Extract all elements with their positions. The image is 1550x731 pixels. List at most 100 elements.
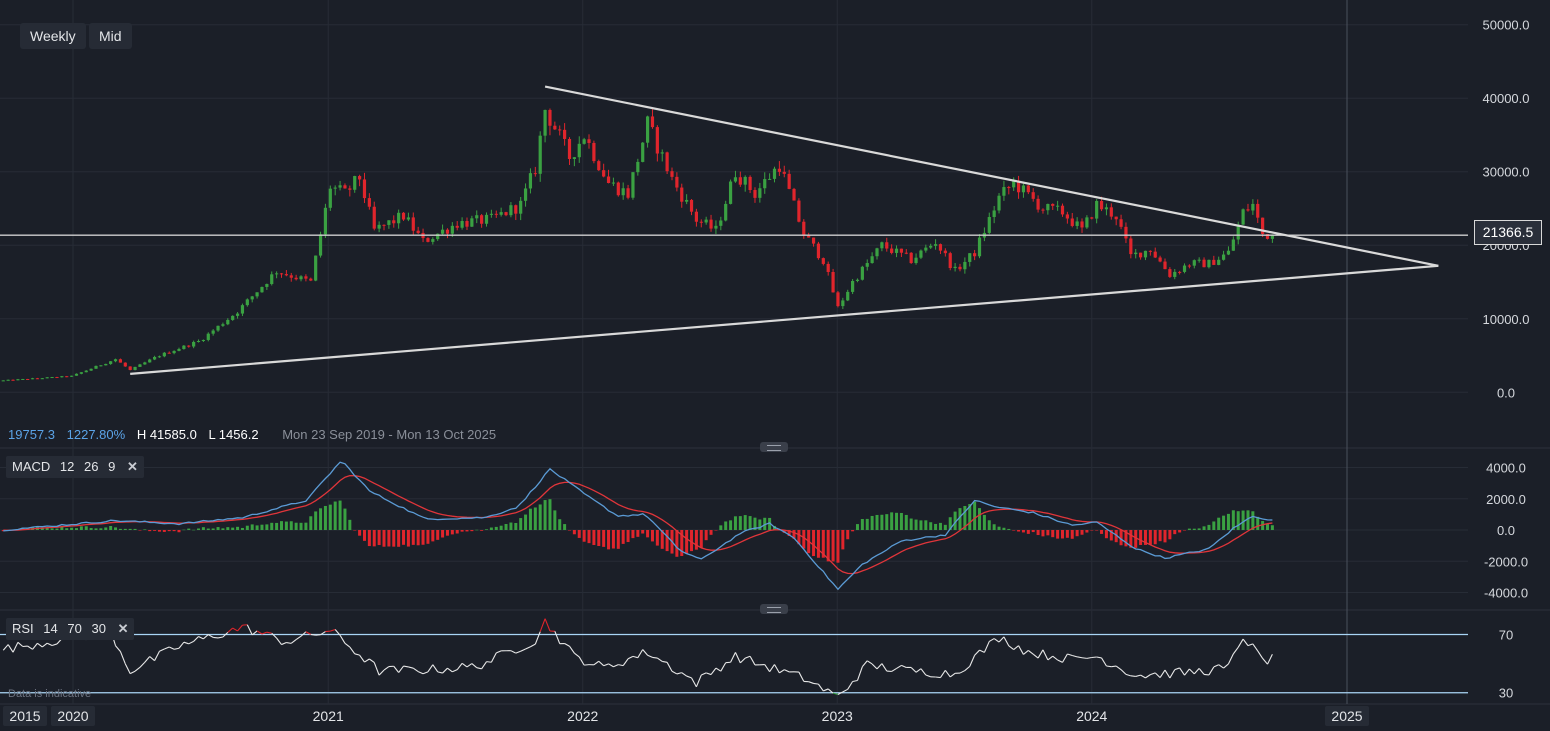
- rsi-segment: [749, 655, 756, 666]
- rsi-segment: [569, 645, 575, 654]
- price-type-button[interactable]: Mid: [89, 23, 132, 49]
- candle-body: [1202, 259, 1206, 268]
- macd-histogram-bar: [528, 508, 532, 530]
- rsi-segment: [1008, 645, 1015, 651]
- rsi-segment: [1247, 643, 1254, 647]
- rsi-close-icon[interactable]: ✕: [117, 621, 129, 636]
- candle-body: [997, 195, 1001, 211]
- candle-body: [1041, 209, 1045, 211]
- macd-histogram-bar: [123, 528, 127, 530]
- macd-histogram-bar: [299, 522, 303, 530]
- rsi-segment: [486, 661, 492, 663]
- macd-histogram-bar: [431, 530, 435, 542]
- rsi-label[interactable]: RSI 14 70 30 ✕: [6, 618, 135, 640]
- macd-histogram-bar: [1246, 510, 1250, 530]
- rsi-segment: [891, 667, 897, 672]
- candle-body: [255, 292, 259, 297]
- candle-body: [431, 239, 435, 242]
- candle-body: [1241, 209, 1245, 225]
- macd-histogram-bar: [206, 528, 210, 530]
- interval-button[interactable]: Weekly: [20, 23, 86, 49]
- candle-body: [45, 377, 49, 379]
- macd-histogram-bar: [753, 517, 757, 530]
- macd-histogram-bar: [860, 519, 864, 530]
- macd-close-icon[interactable]: ✕: [126, 459, 138, 474]
- x-tick-label: 2024: [1076, 708, 1107, 724]
- candle-body: [1197, 259, 1201, 261]
- x-tick-label: 2021: [313, 708, 344, 724]
- macd-histogram-bar: [685, 530, 689, 554]
- rsi-segment: [896, 664, 902, 669]
- macd-histogram-bar: [812, 530, 816, 557]
- rsi-segment: [920, 668, 927, 676]
- macd-histogram-bar: [494, 526, 498, 530]
- candle-body: [211, 330, 215, 334]
- macd-histogram-bar: [953, 511, 957, 530]
- candle-body: [1138, 252, 1143, 258]
- rsi-segment: [613, 664, 619, 668]
- macd-histogram-bar: [1036, 530, 1040, 536]
- macd-histogram-bar: [1266, 523, 1270, 530]
- macd-histogram-bar: [382, 530, 386, 547]
- candle-body: [1261, 217, 1265, 235]
- rsi-segment: [940, 669, 946, 678]
- macd-histogram-bar: [1065, 530, 1069, 538]
- rsi-segment: [408, 666, 414, 669]
- macd-histogram-bar: [143, 529, 147, 530]
- macd-histogram-bar: [865, 518, 869, 530]
- candle-body: [328, 188, 332, 208]
- rsi-segment: [300, 631, 307, 637]
- candle-body: [1148, 250, 1152, 252]
- pane-resize-handle-1[interactable]: [760, 442, 788, 452]
- candle-body: [821, 258, 825, 264]
- rsi-segment: [198, 635, 204, 640]
- rsi-segment: [1047, 655, 1054, 661]
- rsi-segment: [534, 631, 541, 645]
- candle-body: [802, 221, 806, 236]
- rsi-segment: [876, 663, 883, 670]
- rsi-segment: [593, 660, 600, 666]
- rsi-segment: [173, 647, 180, 650]
- macd-histogram-group: [1, 499, 1274, 563]
- rsi-segment: [188, 640, 194, 645]
- macd-histogram-bar: [655, 530, 659, 546]
- rsi-segment: [1135, 674, 1141, 677]
- rsi-segment: [213, 636, 219, 639]
- macd-histogram-bar: [1056, 530, 1060, 539]
- rsi-segment: [720, 662, 727, 672]
- macd-histogram-bar: [270, 522, 274, 530]
- macd-label[interactable]: MACD 12 26 9 ✕: [6, 456, 144, 478]
- candle-body: [626, 188, 630, 198]
- rsi-segment: [1081, 657, 1087, 659]
- candle-body: [377, 224, 381, 229]
- x-tick-label: 2020: [57, 708, 88, 724]
- macd-histogram-bar: [1095, 530, 1099, 531]
- candle-body: [636, 161, 640, 173]
- candle-body: [489, 213, 493, 215]
- rsi-segment: [1037, 649, 1044, 659]
- candle-body: [973, 253, 977, 257]
- macd-histogram-bar: [1212, 521, 1216, 530]
- macd-histogram-bar: [997, 526, 1001, 530]
- candle-body: [445, 229, 450, 234]
- macd-histogram-bar: [665, 530, 669, 552]
- rsi-segment: [1159, 669, 1166, 678]
- candle-body: [1251, 203, 1255, 211]
- candle-body: [938, 244, 943, 251]
- macd-histogram-bar: [260, 524, 264, 530]
- macd-histogram-bar: [929, 522, 933, 530]
- macd-histogram-bar: [895, 512, 899, 530]
- rsi-segment: [1032, 653, 1039, 659]
- candle-body: [1187, 265, 1192, 267]
- macd-histogram-bar: [1129, 530, 1133, 548]
- rsi-segment: [149, 656, 155, 662]
- pane-resize-handle-2[interactable]: [760, 604, 788, 614]
- candle-body: [484, 214, 489, 224]
- candle-body: [333, 187, 337, 189]
- macd-name: MACD: [12, 459, 51, 474]
- candle-body: [977, 237, 982, 257]
- price-stats: 19757.3 1227.80% H 41585.0 L 1456.2 Mon …: [8, 427, 504, 442]
- macd-histogram-bar: [870, 515, 874, 530]
- rsi-segment: [662, 660, 668, 663]
